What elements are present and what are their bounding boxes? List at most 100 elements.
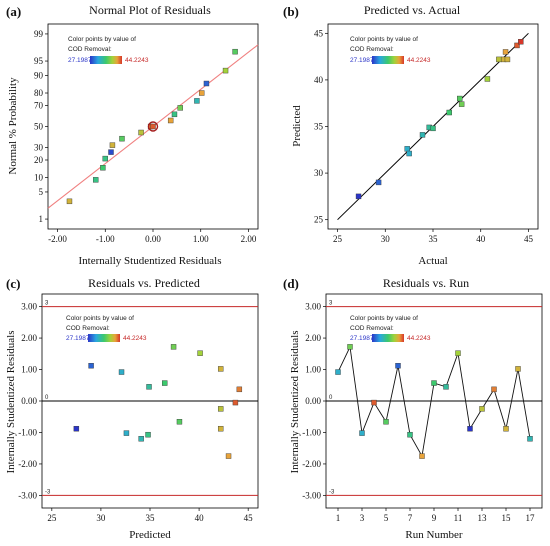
panel-b-point: [502, 49, 509, 55]
panel-c-point: [118, 369, 125, 375]
panel-d-lower-limit-label: -3: [329, 489, 335, 495]
panel-b-point: [457, 95, 463, 102]
panel-b-point: [375, 179, 382, 186]
panel-d-label: (d): [283, 276, 299, 291]
panel-b-x-tick-label: 35: [429, 234, 439, 244]
legend-min: 27.1987: [350, 335, 374, 342]
legend-color-bar: [372, 56, 404, 64]
legend-min: 27.1987: [350, 57, 374, 64]
panel-b-predicted-vs-actual: (b) Predicted vs. Actual Actual Predicte…: [283, 3, 539, 267]
panel-a-point: [177, 105, 183, 111]
panel-b-point: [496, 56, 502, 63]
panel-c-x-tick-label: 35: [146, 513, 156, 523]
panel-a-xlabel: Internally Studentized Residuals: [79, 255, 222, 267]
panel-c-point: [88, 363, 94, 369]
panel-a-y-tick-label: 70: [34, 101, 44, 111]
panel-d-legend: Color points by value of COD Removal: 27…: [350, 315, 431, 342]
panel-b-title: Predicted vs. Actual: [364, 3, 461, 17]
panel-a-point: [203, 80, 210, 87]
panel-a-y-tick-label: 90: [34, 71, 44, 81]
panel-b-xlabel: Actual: [418, 255, 447, 267]
panel-a-y-tick-label: 5: [39, 187, 44, 197]
legend-color-bar: [90, 56, 122, 64]
panel-d-point: [383, 419, 389, 425]
panel-d-ylabel: Internally Studentized Residuals: [289, 331, 301, 474]
panel-c-point: [232, 399, 239, 406]
panel-c-point: [176, 419, 183, 425]
panel-c-point: [217, 366, 224, 372]
panel-c-upper-limit-label: 3: [45, 301, 49, 307]
panel-c-y-tick-label: 2.00: [21, 333, 37, 343]
panel-d-x-tick-label: 9: [432, 513, 437, 523]
panel-a-y-tick-label: 10: [34, 172, 44, 182]
panel-b-x-tick-label: 30: [381, 234, 391, 244]
panel-c-x-tick-label: 30: [96, 513, 106, 523]
panel-d-point: [395, 363, 401, 369]
panel-c-y-tick-label: 3.00: [21, 302, 37, 312]
panel-c-point: [197, 350, 203, 356]
panel-c-zero-label: 0: [45, 395, 49, 401]
legend-line1: Color points by value of: [66, 315, 134, 322]
panel-c-point: [73, 425, 80, 432]
panel-a-point: [119, 135, 125, 142]
panel-d-point: [371, 399, 377, 406]
panel-a-point: [100, 165, 106, 171]
panel-d-y-tick-label: -1.00: [302, 427, 321, 437]
panel-b-y-tick-label: 30: [314, 168, 324, 178]
legend-line2: COD Removal:: [350, 46, 394, 53]
panel-c-lower-limit-label: -3: [45, 489, 51, 495]
panel-c-point: [225, 453, 232, 459]
legend-line2: COD Removal:: [66, 325, 110, 332]
panel-b-x-tick-label: 25: [333, 234, 343, 244]
panel-d-x-tick-label: 5: [384, 513, 389, 523]
panel-c-point: [145, 431, 151, 438]
panel-c-y-tick-label: -3.00: [18, 490, 37, 500]
panel-c-ylabel: Internally Studentized Residuals: [5, 331, 17, 474]
panel-d-x-tick-label: 11: [454, 513, 463, 523]
panel-a-point: [150, 123, 156, 130]
legend-line1: Color points by value of: [350, 315, 418, 322]
panel-a-point: [109, 142, 116, 148]
panel-d-residuals-vs-run: (d) Residuals vs. Run Run Number Interna…: [283, 276, 543, 541]
panel-c-title: Residuals vs. Predicted: [88, 276, 200, 290]
panel-a-normal-plot: (a) Normal Plot of Residuals Internally …: [6, 3, 259, 267]
panel-c-x-tick-label: 40: [195, 513, 205, 523]
panel-c-residuals-vs-predicted: (c) Residuals vs. Predicted Predicted In…: [5, 276, 259, 541]
panel-d-x-tick-label: 1: [336, 513, 341, 523]
legend-min: 27.1987: [68, 57, 92, 64]
panel-c-point: [138, 436, 144, 442]
panel-d-point: [431, 380, 437, 386]
panel-a-y-tick-label: 99: [34, 29, 44, 39]
panel-a-legend: Color points by value of COD Removal: 27…: [68, 36, 149, 64]
panel-d-point: [515, 366, 521, 372]
panel-d-x-tick-label: 15: [502, 513, 512, 523]
legend-line2: COD Removal:: [350, 325, 394, 332]
panel-a-point: [108, 149, 114, 155]
panel-c-y-tick-label: 0.00: [21, 396, 37, 406]
panel-d-y-tick-label: 3.00: [305, 302, 321, 312]
legend-color-bar: [88, 334, 120, 342]
panel-d-point: [347, 344, 353, 350]
panel-b-point: [518, 39, 524, 45]
panel-a-ylabel: Normal % Probability: [7, 77, 19, 175]
panel-d-upper-limit-label: 3: [329, 301, 333, 307]
panel-d-y-tick-label: -3.00: [302, 490, 321, 500]
panel-a-y-tick-label: 20: [34, 155, 44, 165]
panel-b-legend: Color points by value of COD Removal: 27…: [350, 36, 431, 64]
panel-b-y-tick-label: 25: [314, 215, 324, 225]
panel-b-point: [419, 132, 426, 138]
panel-c-point: [162, 380, 168, 386]
panel-a-title: Normal Plot of Residuals: [89, 3, 211, 17]
panel-d-point: [419, 453, 425, 459]
legend-line1: Color points by value of: [68, 36, 136, 43]
panel-c-legend: Color points by value of COD Removal: 27…: [66, 315, 147, 342]
legend-line1: Color points by value of: [350, 36, 418, 43]
panel-d-point: [359, 430, 365, 436]
panel-d-point: [443, 384, 449, 390]
panel-c-point: [217, 406, 224, 412]
panel-d-point: [467, 425, 473, 432]
panel-a-point: [167, 117, 174, 124]
panel-b-label: (b): [283, 4, 299, 19]
panel-a-y-tick-label: 50: [34, 122, 44, 132]
panel-d-zero-label: 0: [329, 395, 333, 401]
